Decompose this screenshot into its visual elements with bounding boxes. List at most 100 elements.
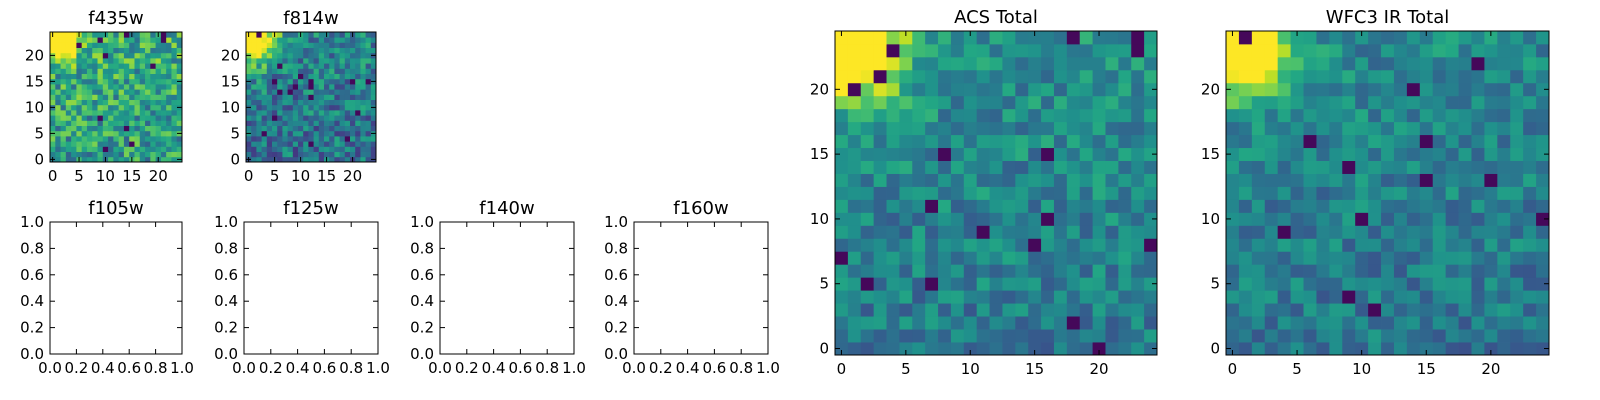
heatmap-cell: [1393, 212, 1408, 226]
heatmap-cell: [1105, 173, 1119, 187]
heatmap-cell: [1368, 225, 1382, 239]
heatmap-cell: [1144, 147, 1158, 161]
heatmap-cell: [86, 63, 93, 69]
heatmap-cell: [1381, 173, 1395, 187]
heatmap-cell: [835, 225, 849, 239]
heatmap-cell: [102, 130, 109, 137]
heatmap-cell: [1264, 43, 1279, 58]
heatmap-cell: [835, 199, 849, 213]
heatmap-cell: [339, 32, 346, 38]
heatmap-cell: [155, 68, 162, 74]
heatmap-cell: [134, 73, 141, 80]
heatmap-cell: [344, 120, 351, 126]
heatmap-cell: [1445, 173, 1459, 187]
heatmap-cell: [1523, 238, 1537, 252]
heatmap-cell: [1445, 43, 1459, 58]
heatmap-cell: [1536, 43, 1550, 58]
x-tick-label: 10: [1352, 360, 1371, 378]
heatmap-cell: [261, 120, 268, 126]
heatmap-cell: [1368, 238, 1382, 252]
heatmap-cell: [1118, 95, 1132, 110]
heatmap-cell: [1238, 160, 1253, 174]
heatmap-cell: [1329, 199, 1343, 213]
heatmap-cell: [251, 73, 257, 80]
heatmap-cell: [1329, 212, 1343, 226]
heatmap-cell: [92, 89, 98, 95]
heatmap-cell: [145, 94, 151, 100]
heatmap-cell: [1079, 316, 1093, 330]
heatmap-cell: [1471, 31, 1485, 45]
heatmap-cell: [925, 238, 939, 252]
heatmap-cell: [1342, 82, 1356, 97]
heatmap-cells: [1226, 31, 1550, 356]
heatmap-cell: [1510, 108, 1524, 123]
heatmap-cell: [266, 146, 273, 152]
heatmap-cell: [1484, 160, 1498, 174]
heatmap-cell: [1484, 277, 1498, 291]
heatmap-cell: [298, 104, 304, 111]
heatmap-cell: [1355, 121, 1369, 136]
heatmap-cell: [899, 108, 913, 123]
heatmap-cell: [899, 56, 913, 71]
heatmap-cell: [350, 63, 356, 69]
heatmap-cell: [50, 125, 56, 132]
heatmap-cell: [145, 110, 151, 116]
heatmap-cell: [1316, 121, 1330, 136]
heatmap-cell: [350, 120, 356, 126]
heatmap-cell: [1131, 251, 1145, 265]
heatmap-cell: [365, 104, 372, 111]
y-tick-label: 5: [1210, 275, 1220, 293]
heatmap-cell: [145, 156, 151, 163]
heatmap-cell: [129, 47, 135, 54]
heatmap-cell: [1002, 212, 1016, 226]
heatmap-cell: [71, 89, 77, 95]
heatmap-cell: [365, 84, 372, 90]
heatmap-cell: [166, 151, 172, 158]
heatmap-cell: [1497, 121, 1511, 136]
heatmap-cell: [160, 104, 167, 111]
heatmap-cell: [344, 52, 351, 59]
panel-title: f125w: [283, 198, 338, 219]
heatmap-cell: [108, 89, 114, 95]
heatmap-cell: [355, 78, 361, 85]
heatmap-cell: [1290, 342, 1304, 356]
heatmap-cell: [1393, 238, 1408, 252]
heatmap-cell: [102, 47, 109, 54]
heatmap-cell: [370, 42, 377, 48]
heatmap-cell: [166, 130, 172, 137]
heatmap-cell: [1419, 212, 1434, 226]
heatmap-cell: [835, 186, 849, 200]
heatmap-cell: [950, 303, 965, 317]
heatmap-cell: [963, 173, 978, 187]
heatmap-cell: [1355, 238, 1369, 252]
heatmap-cell: [1342, 238, 1356, 252]
heatmap-cell: [1458, 43, 1472, 58]
heatmap-cell: [1484, 95, 1498, 110]
heatmap-cell: [150, 52, 156, 59]
heatmap-cell: [150, 47, 156, 54]
heatmap-cell: [1105, 108, 1119, 123]
heatmap-cell: [160, 110, 167, 116]
heatmap-cell: [925, 277, 939, 291]
heatmap-cell: [1015, 31, 1029, 45]
heatmap-cell: [1118, 212, 1132, 226]
heatmap-cell: [1015, 173, 1029, 187]
heatmap-cell: [1015, 290, 1029, 304]
heatmap-cell: [246, 84, 252, 90]
heatmap-cell: [1303, 238, 1317, 252]
heatmap-cell: [899, 134, 913, 149]
heatmap-cell: [282, 120, 288, 126]
heatmap-cell: [1355, 82, 1369, 97]
heatmap-cell: [76, 146, 83, 152]
heatmap-cell: [113, 78, 120, 85]
heatmap-cell: [102, 104, 109, 111]
heatmap-cell: [1226, 56, 1240, 71]
x-tick-label: 0.8: [729, 359, 753, 377]
heatmap-cell: [139, 146, 146, 152]
heatmap-cell: [1406, 238, 1421, 252]
heatmap-cell: [266, 104, 273, 111]
heatmap-cell: [370, 32, 377, 38]
x-tick-label: 1.0: [366, 359, 390, 377]
heatmap-cell: [1406, 173, 1421, 187]
